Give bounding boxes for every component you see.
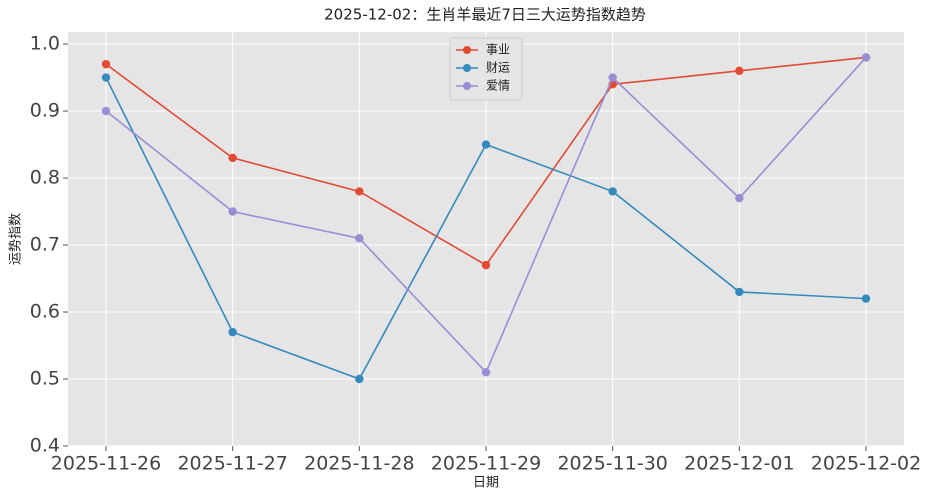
y-tick-label: 0.7 — [30, 234, 60, 256]
data-point — [608, 187, 617, 196]
data-point — [608, 73, 617, 82]
x-tick-label: 2025-11-29 — [431, 453, 541, 475]
x-tick-label: 2025-11-30 — [557, 453, 667, 475]
legend-label: 财运 — [486, 61, 510, 75]
x-tick-label: 2025-12-01 — [684, 453, 794, 475]
x-axis-label: 日期 — [473, 476, 499, 491]
data-point — [355, 187, 364, 196]
data-point — [355, 234, 364, 243]
y-tick-label: 0.5 — [30, 368, 60, 390]
data-point — [228, 327, 237, 337]
legend-label: 爱情 — [486, 79, 510, 93]
x-tick-label: 2025-11-28 — [304, 453, 414, 475]
data-point — [481, 260, 491, 270]
data-point — [101, 73, 111, 82]
data-point — [735, 193, 744, 203]
y-tick-label: 1.0 — [30, 33, 60, 55]
x-tick-label: 2025-11-27 — [177, 453, 287, 475]
data-point — [481, 140, 491, 149]
data-point — [101, 106, 111, 116]
y-tick-label: 0.6 — [30, 301, 60, 323]
data-point — [481, 368, 491, 377]
data-point — [861, 53, 871, 62]
y-tick-label: 0.4 — [30, 435, 60, 457]
data-point — [735, 287, 744, 297]
data-point — [101, 59, 111, 69]
x-tick-label: 2025-12-02 — [811, 453, 921, 475]
legend-marker — [463, 64, 471, 72]
data-point — [355, 374, 364, 384]
y-tick-label: 0.8 — [30, 167, 60, 189]
legend-marker — [463, 46, 471, 54]
y-tick-label: 0.9 — [30, 100, 60, 122]
data-point — [228, 153, 237, 163]
x-tick-label: 2025-11-26 — [51, 453, 161, 475]
legend-label: 事业 — [486, 43, 510, 57]
data-point — [228, 207, 237, 216]
y-axis-label: 运势指数 — [8, 213, 24, 265]
data-point — [861, 294, 871, 303]
chart-title: 2025-12-02：生肖羊最近7日三大运势指数趋势 — [324, 6, 646, 24]
data-point — [735, 66, 744, 76]
legend-marker — [463, 82, 471, 90]
